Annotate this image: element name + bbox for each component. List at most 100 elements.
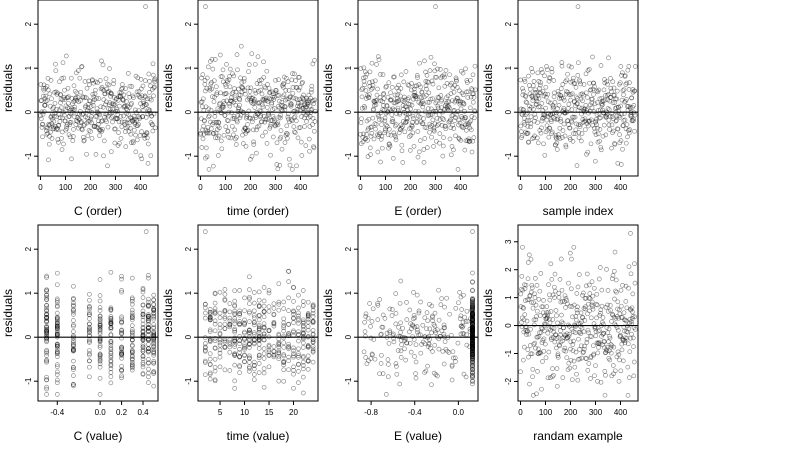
data-point	[44, 374, 49, 380]
data-point	[372, 78, 378, 84]
data-point	[87, 358, 92, 364]
y-axis-label: residuals	[161, 289, 175, 337]
data-point	[615, 349, 621, 355]
data-point	[86, 128, 92, 133]
data-point	[547, 112, 553, 118]
data-point	[114, 116, 120, 122]
data-point	[247, 365, 252, 371]
data-point	[108, 361, 114, 367]
data-point	[470, 343, 475, 349]
data-point	[209, 86, 215, 92]
data-point	[54, 343, 60, 349]
data-point	[527, 86, 533, 92]
data-point	[217, 101, 222, 107]
data-point	[618, 287, 624, 293]
data-point	[217, 331, 223, 336]
data-point	[617, 332, 623, 338]
data-point	[526, 252, 532, 258]
data-point	[146, 325, 151, 331]
data-point	[534, 96, 539, 102]
data-point	[248, 100, 254, 105]
data-point	[271, 349, 277, 354]
data-point	[470, 345, 475, 351]
data-point	[222, 309, 228, 315]
data-point	[108, 363, 114, 369]
data-point	[222, 287, 228, 292]
data-point	[533, 115, 538, 121]
data-point	[241, 78, 247, 84]
data-point	[371, 136, 377, 142]
data-point	[237, 334, 242, 339]
data-point	[119, 273, 124, 279]
data-point	[119, 316, 124, 322]
data-point	[450, 349, 456, 355]
data-point	[565, 89, 571, 95]
data-point	[520, 88, 526, 94]
data-point	[44, 308, 49, 314]
data-point	[468, 316, 473, 322]
data-point	[556, 342, 562, 348]
data-point	[445, 106, 450, 112]
data-point	[573, 94, 579, 100]
data-point	[41, 87, 47, 93]
data-point	[44, 319, 49, 325]
data-point	[284, 130, 289, 136]
data-point	[409, 122, 415, 128]
data-point	[390, 156, 396, 161]
data-point	[300, 355, 306, 360]
data-point	[407, 101, 413, 107]
data-point	[416, 308, 422, 314]
data-point	[430, 318, 435, 323]
data-point	[369, 79, 375, 85]
data-point	[630, 335, 636, 341]
data-point	[599, 303, 605, 309]
data-point	[97, 324, 103, 330]
data-point	[54, 304, 60, 310]
data-point	[46, 141, 52, 147]
data-point	[376, 134, 381, 139]
data-point	[363, 74, 368, 80]
data-point	[227, 318, 233, 324]
data-point	[555, 134, 561, 140]
data-point	[136, 89, 142, 94]
data-point	[427, 68, 433, 73]
data-point	[411, 290, 416, 295]
data-point	[470, 279, 475, 285]
data-point	[470, 306, 475, 312]
data-point	[276, 350, 282, 355]
data-point	[430, 117, 436, 123]
data-point	[429, 134, 434, 140]
data-point	[470, 328, 475, 334]
data-point	[535, 70, 541, 76]
data-point	[247, 94, 253, 100]
data-point	[222, 367, 228, 373]
data-point	[291, 315, 296, 321]
data-point	[232, 378, 238, 384]
data-point	[387, 143, 393, 149]
y-tick-label: -1	[344, 152, 353, 160]
data-point	[245, 127, 251, 133]
data-point	[566, 280, 571, 286]
data-point	[629, 95, 635, 101]
data-point	[541, 93, 547, 99]
data-point	[44, 326, 49, 332]
data-point	[396, 130, 402, 136]
data-point	[202, 347, 208, 353]
data-point	[574, 101, 580, 106]
data-point	[109, 91, 115, 97]
data-point	[523, 327, 529, 333]
data-point	[51, 126, 57, 131]
data-point	[551, 329, 557, 335]
data-point	[423, 83, 429, 89]
data-point	[119, 288, 124, 293]
data-point	[66, 94, 71, 100]
data-point	[608, 307, 613, 313]
data-point	[254, 81, 260, 86]
data-point	[212, 114, 218, 119]
data-point	[470, 303, 475, 309]
x-tick-label: 200	[564, 183, 578, 192]
data-point	[575, 304, 580, 310]
data-point	[397, 93, 403, 99]
data-point	[232, 362, 238, 368]
x-tick-label: 100	[379, 183, 393, 192]
